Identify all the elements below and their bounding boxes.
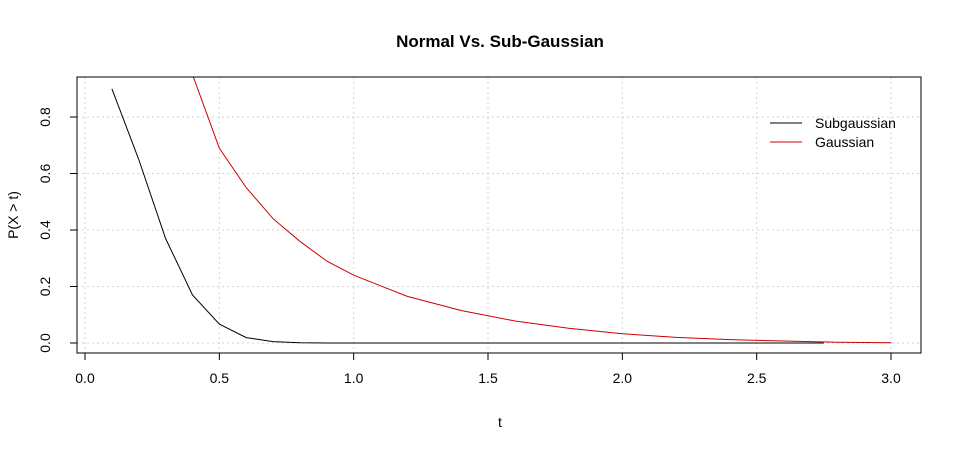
x-axis-label: t <box>498 414 502 430</box>
y-axis: 0.0 0.2 0.4 0.6 0.8 <box>37 107 78 353</box>
plot-lines <box>111 77 892 344</box>
chart-title: Normal Vs. Sub-Gaussian <box>396 32 604 51</box>
y-tick-label: 0.6 <box>37 164 53 184</box>
x-tick-label: 0.0 <box>75 370 95 386</box>
plot-frame <box>76 76 922 354</box>
legend-label-subgaussian: Subgaussian <box>815 115 896 131</box>
series-line-subgaussian <box>111 88 824 344</box>
y-tick-label: 0.0 <box>37 333 53 353</box>
y-tick-label: 0.4 <box>37 220 53 240</box>
x-tick-label: 0.5 <box>210 370 230 386</box>
y-axis-label: P(X > t) <box>5 191 21 239</box>
legend: Subgaussian Gaussian <box>770 115 896 150</box>
x-tick-label: 2.5 <box>747 370 767 386</box>
y-tick-label: 0.8 <box>37 107 53 127</box>
x-tick-label: 3.0 <box>881 370 901 386</box>
x-axis: 0.0 0.5 1.0 1.5 2.0 2.5 3.0 <box>75 352 901 386</box>
x-tick-label: 1.0 <box>344 370 364 386</box>
legend-label-gaussian: Gaussian <box>815 134 874 150</box>
grid <box>77 77 921 353</box>
y-tick-label: 0.2 <box>37 277 53 297</box>
series-line-gaussian <box>192 77 892 344</box>
x-tick-label: 2.0 <box>613 370 633 386</box>
x-tick-label: 1.5 <box>478 370 498 386</box>
